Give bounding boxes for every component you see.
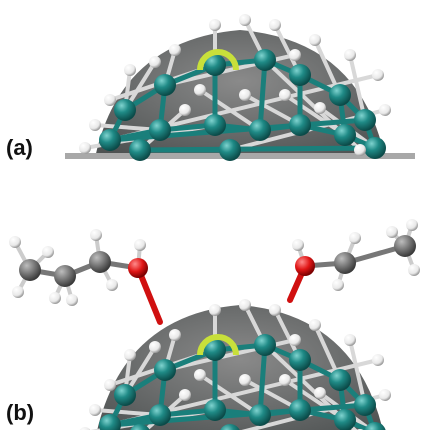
- atom: [314, 387, 326, 399]
- atom: [254, 49, 276, 71]
- atom: [239, 89, 251, 101]
- atom: [372, 69, 384, 81]
- atom: [309, 319, 321, 331]
- atom: [289, 64, 311, 86]
- atom: [364, 137, 386, 159]
- atom: [12, 286, 24, 298]
- atom: [334, 124, 356, 146]
- atom: [149, 119, 171, 141]
- atom: [149, 404, 171, 426]
- atom: [42, 246, 54, 258]
- atom: [386, 226, 398, 238]
- atom: [134, 239, 146, 251]
- atom: [289, 334, 301, 346]
- atom: [354, 109, 376, 131]
- atom: [194, 369, 206, 381]
- atom: [179, 389, 191, 401]
- atom: [254, 334, 276, 356]
- atom: [169, 329, 181, 341]
- atom: [289, 114, 311, 136]
- panel-label: (b): [6, 400, 34, 425]
- atom: [334, 252, 356, 274]
- atom: [179, 104, 191, 116]
- atom: [408, 264, 420, 276]
- atom: [114, 384, 136, 406]
- atom: [154, 74, 176, 96]
- atom: [124, 64, 136, 76]
- atom: [379, 104, 391, 116]
- atom: [209, 304, 221, 316]
- atom: [66, 294, 78, 306]
- atom: [154, 359, 176, 381]
- atom: [149, 341, 161, 353]
- atom: [292, 239, 304, 251]
- atom: [219, 139, 241, 161]
- atom: [269, 304, 281, 316]
- atom: [295, 256, 315, 276]
- atom: [79, 142, 91, 154]
- atom: [9, 236, 21, 248]
- atom: [249, 404, 271, 426]
- atom: [406, 219, 418, 231]
- atom: [372, 354, 384, 366]
- atom: [344, 334, 356, 346]
- atom: [354, 394, 376, 416]
- atom: [329, 84, 351, 106]
- atom: [309, 34, 321, 46]
- atom: [289, 399, 311, 421]
- atom: [104, 379, 116, 391]
- atom: [379, 389, 391, 401]
- atom: [129, 139, 151, 161]
- atom: [239, 299, 251, 311]
- atom: [314, 102, 326, 114]
- atom: [194, 84, 206, 96]
- atom: [349, 232, 361, 244]
- atom: [104, 94, 116, 106]
- atom: [89, 251, 111, 273]
- atom: [89, 119, 101, 131]
- atom: [209, 19, 221, 31]
- atom: [279, 374, 291, 386]
- atom: [239, 374, 251, 386]
- atom: [89, 404, 101, 416]
- atom: [106, 279, 118, 291]
- panel-a: (a): [6, 14, 415, 161]
- panel-label: (a): [6, 135, 33, 160]
- atom: [289, 49, 301, 61]
- atom: [90, 229, 102, 241]
- atom: [99, 129, 121, 151]
- atom: [289, 349, 311, 371]
- atom: [169, 44, 181, 56]
- atom: [49, 292, 61, 304]
- atom: [334, 409, 356, 430]
- figure: (a) (b): [0, 0, 423, 430]
- atom: [149, 56, 161, 68]
- atom: [249, 119, 271, 141]
- atom: [394, 235, 416, 257]
- atom: [279, 89, 291, 101]
- atom: [128, 258, 148, 278]
- atom: [204, 114, 226, 136]
- atom: [269, 19, 281, 31]
- atom: [344, 49, 356, 61]
- atom: [354, 144, 366, 156]
- atom: [54, 265, 76, 287]
- atom: [204, 399, 226, 421]
- atom: [332, 279, 344, 291]
- panel-b: (b): [6, 219, 420, 430]
- atom: [329, 369, 351, 391]
- atom: [19, 259, 41, 281]
- atom: [124, 349, 136, 361]
- atom: [114, 99, 136, 121]
- atom: [239, 14, 251, 26]
